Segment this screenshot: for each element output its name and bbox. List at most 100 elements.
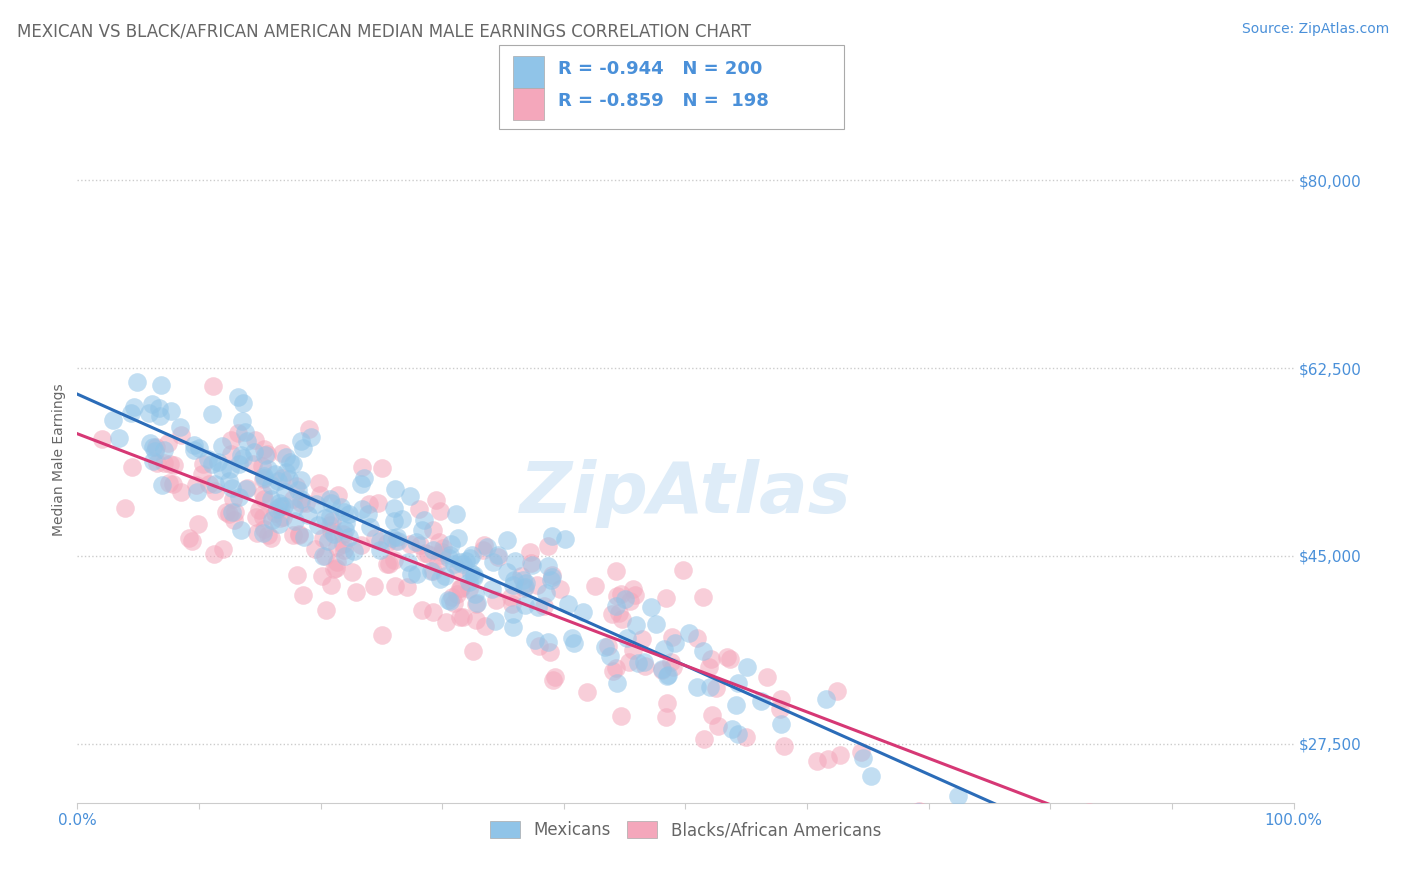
Blacks/African Americans bbox=[450, 582, 472, 596]
Blacks/African Americans bbox=[471, 542, 494, 557]
Mexicans bbox=[645, 616, 668, 631]
Mexicans bbox=[243, 445, 266, 459]
Mexicans bbox=[226, 390, 249, 404]
Blacks/African Americans bbox=[422, 523, 444, 537]
Mexicans bbox=[699, 681, 721, 695]
Blacks/African Americans bbox=[770, 691, 793, 706]
Mexicans bbox=[274, 450, 297, 465]
Blacks/African Americans bbox=[271, 471, 294, 485]
Blacks/African Americans bbox=[252, 472, 274, 486]
Blacks/African Americans bbox=[432, 541, 454, 556]
Blacks/African Americans bbox=[253, 522, 276, 536]
Mexicans bbox=[228, 490, 250, 504]
Mexicans bbox=[278, 455, 301, 469]
Mexicans bbox=[405, 567, 427, 582]
Mexicans bbox=[946, 789, 969, 804]
Blacks/African Americans bbox=[662, 660, 685, 674]
Blacks/African Americans bbox=[661, 631, 683, 645]
Mexicans bbox=[437, 551, 460, 566]
Mexicans bbox=[273, 500, 295, 514]
Mexicans bbox=[655, 669, 678, 683]
Blacks/African Americans bbox=[544, 670, 567, 684]
Blacks/African Americans bbox=[621, 642, 644, 657]
Y-axis label: Median Male Earnings: Median Male Earnings bbox=[52, 383, 66, 536]
Blacks/African Americans bbox=[202, 547, 225, 561]
Mexicans bbox=[141, 397, 163, 411]
Mexicans bbox=[143, 444, 166, 458]
Blacks/African Americans bbox=[90, 432, 112, 446]
Mexicans bbox=[852, 751, 875, 765]
Mexicans bbox=[120, 406, 142, 420]
Blacks/African Americans bbox=[700, 652, 723, 666]
Blacks/African Americans bbox=[321, 514, 343, 528]
Blacks/African Americans bbox=[849, 745, 872, 759]
Mexicans bbox=[218, 474, 240, 488]
Mexicans bbox=[267, 474, 290, 488]
Blacks/African Americans bbox=[756, 670, 779, 684]
Mexicans bbox=[724, 698, 747, 712]
Blacks/African Americans bbox=[634, 659, 657, 673]
Blacks/African Americans bbox=[323, 562, 346, 576]
Blacks/African Americans bbox=[163, 458, 186, 472]
Blacks/African Americans bbox=[325, 560, 347, 574]
Mexicans bbox=[721, 723, 744, 737]
Blacks/African Americans bbox=[718, 652, 741, 666]
Blacks/African Americans bbox=[533, 599, 555, 613]
Mexicans bbox=[232, 451, 254, 466]
Blacks/African Americans bbox=[501, 590, 523, 604]
Mexicans bbox=[127, 375, 149, 389]
Mexicans bbox=[253, 471, 276, 485]
Blacks/African Americans bbox=[333, 543, 356, 558]
Mexicans bbox=[287, 483, 309, 497]
Blacks/African Americans bbox=[319, 578, 342, 592]
Mexicans bbox=[339, 507, 361, 521]
Mexicans bbox=[101, 413, 124, 427]
Mexicans bbox=[503, 554, 526, 568]
Text: ZipAtlas: ZipAtlas bbox=[520, 459, 851, 528]
Blacks/African Americans bbox=[422, 605, 444, 619]
Mexicans bbox=[314, 511, 336, 525]
Blacks/African Americans bbox=[541, 567, 564, 582]
Blacks/African Americans bbox=[219, 433, 242, 447]
Blacks/African Americans bbox=[304, 541, 326, 556]
Blacks/African Americans bbox=[191, 467, 214, 481]
Mexicans bbox=[292, 530, 315, 544]
Mexicans bbox=[353, 471, 375, 485]
Mexicans bbox=[411, 523, 433, 537]
Mexicans bbox=[541, 529, 564, 543]
Blacks/African Americans bbox=[260, 531, 283, 545]
Blacks/African Americans bbox=[430, 545, 453, 559]
Mexicans bbox=[231, 414, 253, 428]
Blacks/African Americans bbox=[543, 673, 565, 688]
Mexicans bbox=[197, 452, 219, 467]
Mexicans bbox=[138, 406, 160, 420]
Mexicans bbox=[657, 667, 679, 681]
Blacks/African Americans bbox=[685, 631, 707, 645]
Mexicans bbox=[446, 507, 468, 521]
Mexicans bbox=[188, 441, 211, 455]
Mexicans bbox=[276, 465, 298, 479]
Mexicans bbox=[260, 513, 283, 527]
Blacks/African Americans bbox=[252, 486, 274, 500]
Mexicans bbox=[330, 500, 353, 515]
Blacks/African Americans bbox=[474, 619, 496, 633]
Blacks/African Americans bbox=[827, 683, 849, 698]
Mexicans bbox=[333, 549, 356, 563]
Mexicans bbox=[308, 518, 330, 533]
Blacks/African Americans bbox=[187, 516, 209, 531]
Blacks/African Americans bbox=[519, 545, 541, 559]
Blacks/African Americans bbox=[250, 458, 273, 473]
Mexicans bbox=[352, 501, 374, 516]
Blacks/African Americans bbox=[298, 422, 321, 436]
Mexicans bbox=[384, 482, 406, 496]
Blacks/African Americans bbox=[446, 587, 468, 601]
Mexicans bbox=[451, 557, 474, 571]
Mexicans bbox=[486, 548, 509, 562]
Mexicans bbox=[540, 573, 562, 587]
Mexicans bbox=[437, 593, 460, 607]
Mexicans bbox=[382, 501, 405, 516]
Mexicans bbox=[142, 440, 165, 454]
Blacks/African Americans bbox=[224, 505, 246, 519]
Mexicans bbox=[616, 632, 638, 646]
Blacks/African Americans bbox=[430, 548, 453, 562]
